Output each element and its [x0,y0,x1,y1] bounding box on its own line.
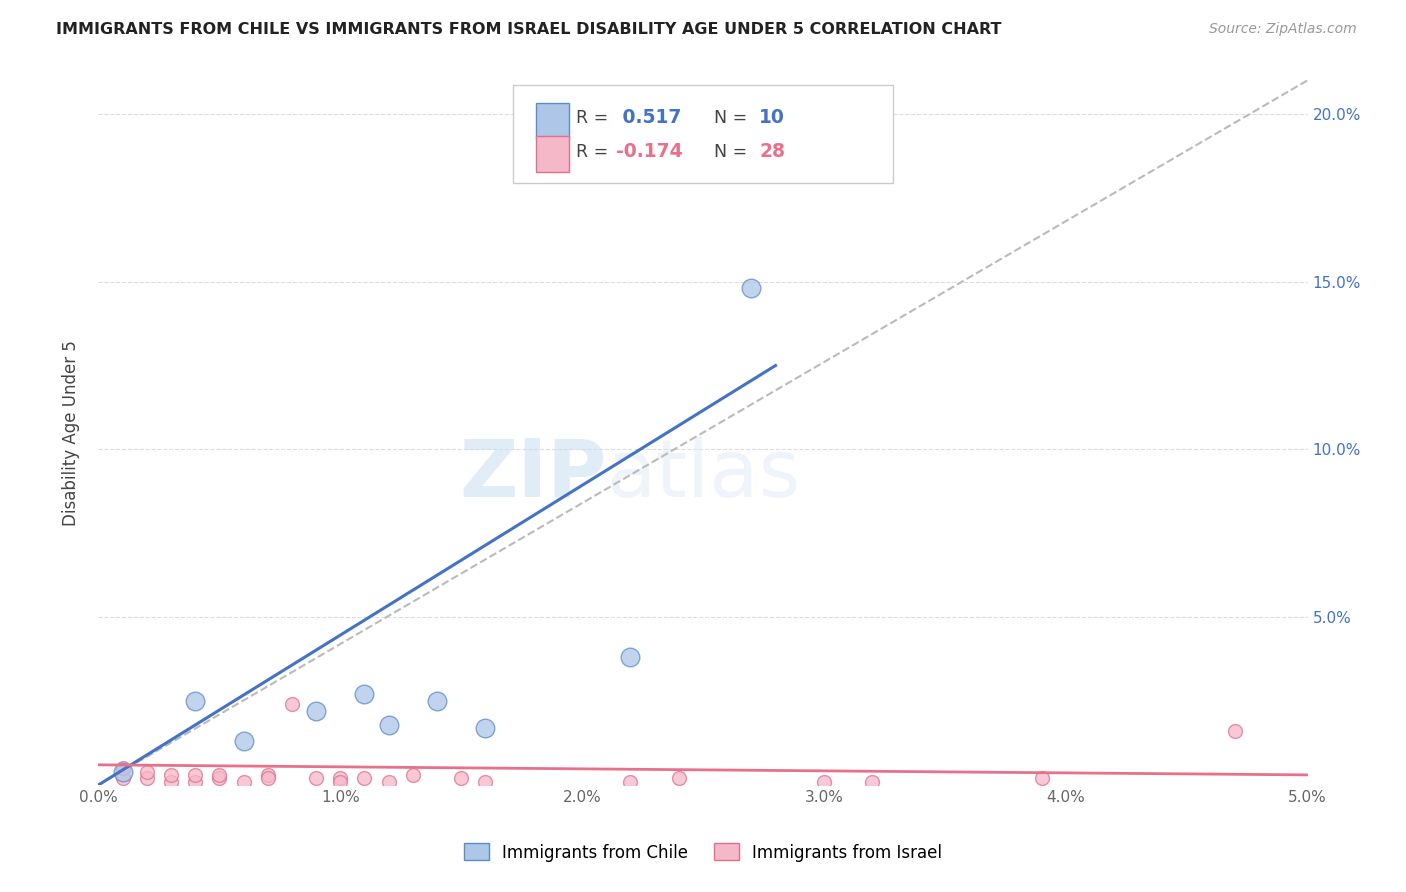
Point [450,771,472,785]
Point [402,768,425,782]
Point [474,774,496,789]
Text: N =: N = [703,143,752,161]
Text: R =: R = [576,109,614,127]
Text: R =: R = [576,143,614,161]
Point [232,774,254,789]
Point [668,771,690,785]
Text: -0.174: -0.174 [616,142,682,161]
Point [329,771,352,785]
Point [160,768,183,782]
Point [1031,771,1053,785]
Point [111,761,134,775]
Y-axis label: Disability Age Under 5: Disability Age Under 5 [62,340,80,525]
Point [329,774,352,789]
Point [813,774,835,789]
Point [208,771,231,785]
Text: 28: 28 [759,142,785,161]
Point [135,764,157,779]
Legend: Immigrants from Chile, Immigrants from Israel: Immigrants from Chile, Immigrants from I… [457,837,949,868]
Point [232,734,254,748]
Point [377,774,399,789]
Text: IMMIGRANTS FROM CHILE VS IMMIGRANTS FROM ISRAEL DISABILITY AGE UNDER 5 CORRELATI: IMMIGRANTS FROM CHILE VS IMMIGRANTS FROM… [56,22,1001,37]
Text: atlas: atlas [606,436,800,514]
Point [740,281,762,295]
Point [184,774,207,789]
Point [353,687,375,701]
Text: Source: ZipAtlas.com: Source: ZipAtlas.com [1209,22,1357,37]
Point [619,650,641,665]
Text: ZIP: ZIP [458,436,606,514]
Point [281,698,304,712]
Point [135,771,157,785]
Point [474,721,496,735]
Point [305,771,328,785]
Point [377,717,399,731]
Point [160,774,183,789]
Point [111,764,134,779]
Point [256,768,278,782]
Text: 0.517: 0.517 [616,108,681,128]
Point [184,768,207,782]
Point [1223,724,1246,739]
Point [860,774,883,789]
Point [426,694,449,708]
Point [111,771,134,785]
Text: N =: N = [703,109,752,127]
Point [256,771,278,785]
Point [619,774,641,789]
Point [305,704,328,718]
Point [208,768,231,782]
Point [353,771,375,785]
Text: 10: 10 [759,108,785,128]
Point [184,694,207,708]
